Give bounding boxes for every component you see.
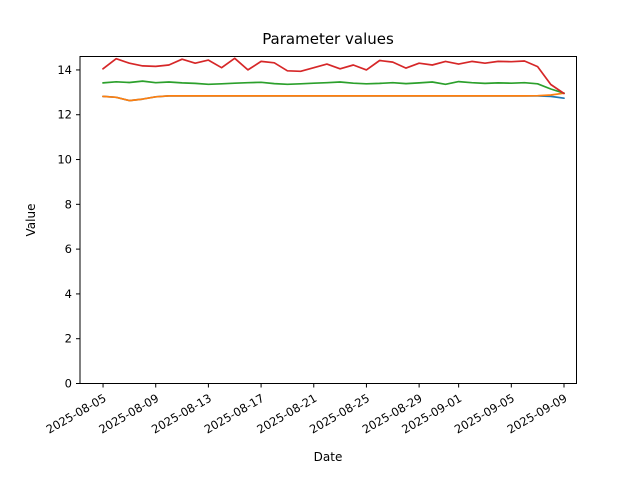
line-series-red: [102, 57, 565, 95]
y-tick-label: 2: [65, 332, 72, 346]
x-tick-label: 2025-09-09: [505, 391, 570, 437]
y-tick-label: 12: [57, 108, 72, 122]
axes-spines: [79, 56, 577, 384]
y-tick-label: 6: [65, 242, 72, 256]
y-tick-label: 14: [57, 63, 72, 77]
line-series-green: [102, 80, 565, 95]
y-tick-label: 0: [65, 377, 72, 391]
chart-title: Parameter values: [262, 30, 394, 48]
x-axis-label: Date: [314, 450, 343, 464]
y-tick-label: 8: [65, 197, 72, 211]
plot-area: 024681012142025-08-052025-08-092025-08-1…: [44, 56, 577, 437]
y-axis-label: Value: [24, 204, 38, 237]
y-tick-label: 4: [65, 287, 72, 301]
y-tick-label: 10: [57, 153, 72, 167]
line-series-orange: [102, 92, 565, 102]
